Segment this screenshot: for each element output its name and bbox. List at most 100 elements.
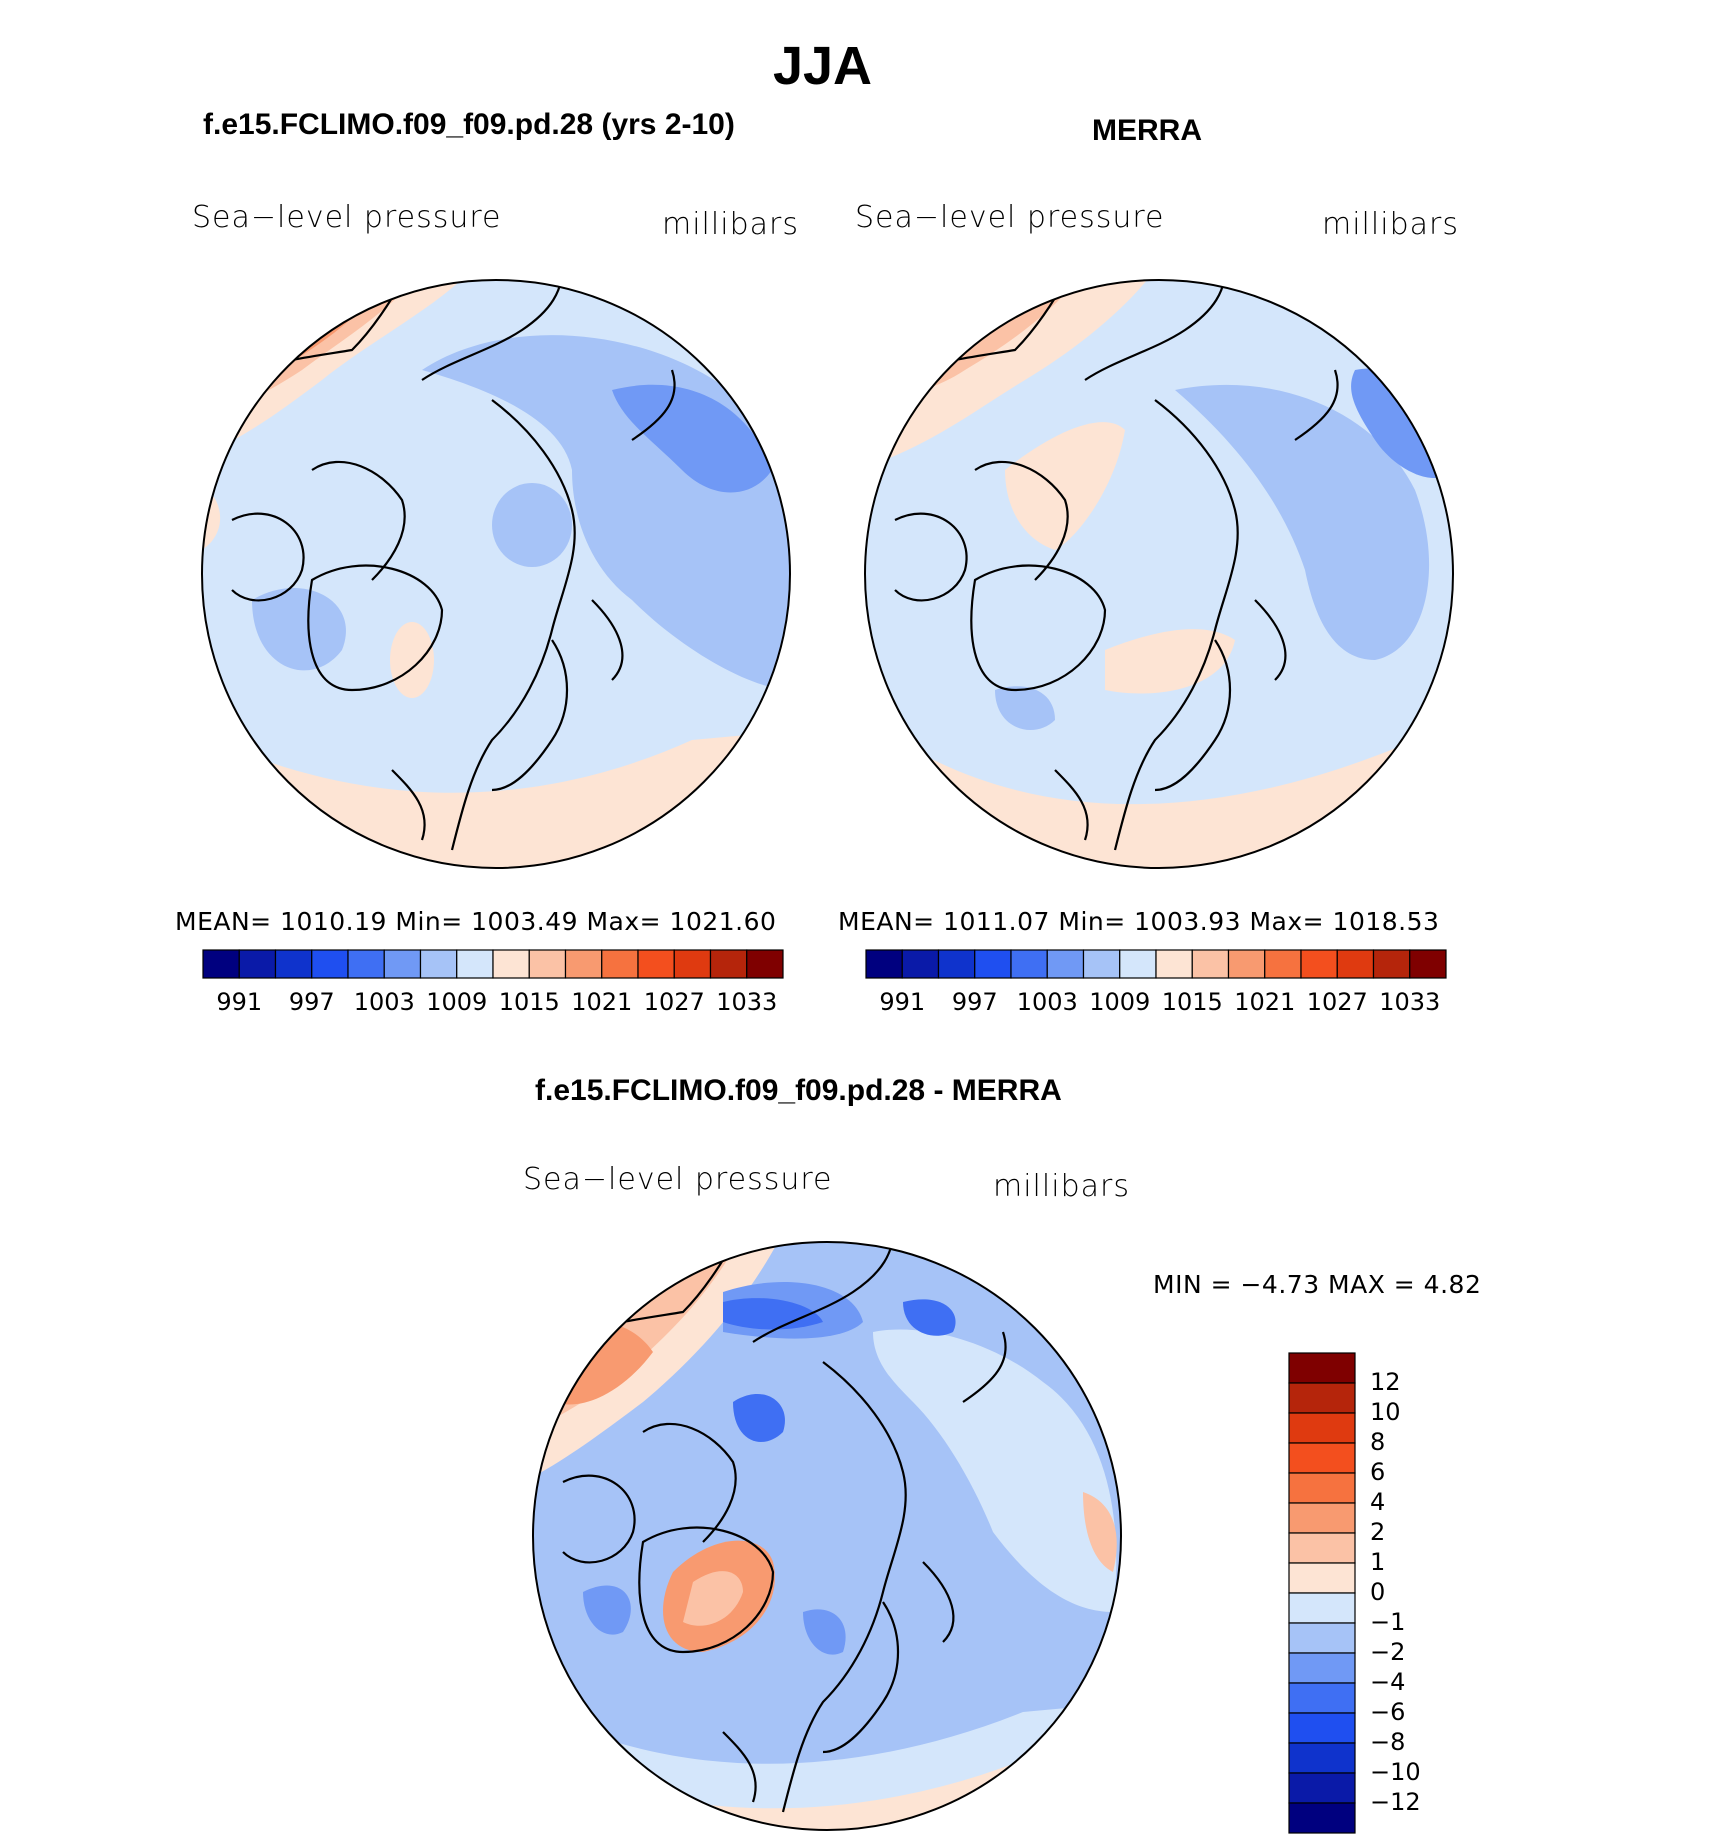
left-colorbar-box [419,949,458,979]
right-colorbar-box [865,949,903,979]
left-panel-title: f.e15.FCLIMO.f09_f09.pd.28 (yrs 2-10) [203,108,735,141]
right-colorbar-box [1300,949,1338,979]
right-colorbar-tick-label: 991 [879,988,926,1016]
diff-colorbar-box [1288,1712,1356,1744]
left-units-label: millibars [662,207,799,242]
right-colorbar-box [1082,949,1121,979]
left-stats: MEAN= 1010.19 Min= 1003.49 Max= 1021.60 [175,907,777,936]
right-panel-title: MERRA [1092,114,1202,147]
right-colorbar-box [1336,949,1375,979]
diff-polar-map [532,1241,1122,1831]
left-colorbar-tick-label: 1021 [571,988,633,1016]
diff-colorbar-tick-label: 12 [1370,1368,1401,1396]
right-colorbar-tick-label: 1003 [1016,988,1078,1016]
diff-colorbar-labels: 12 10 8 6 4 2 1 0 −1 −2 −4 −6 −8 −10 −12 [1370,1352,1490,1834]
diff-colorbar-tick-label: 0 [1370,1578,1386,1606]
diff-colorbar-tick-label: −2 [1370,1638,1406,1666]
diff-colorbar-tick-label: −10 [1370,1758,1421,1786]
right-colorbar-box [1046,949,1085,979]
diff-colorbar-box [1288,1592,1356,1624]
left-colorbar-box [274,949,313,979]
right-colorbar-box [1010,949,1048,979]
diff-colorbar-box [1288,1622,1356,1654]
left-colorbar-tick-label: 997 [288,988,335,1016]
diff-colorbar-tick-label: 2 [1370,1518,1386,1546]
right-colorbar-tick-label: 1033 [1379,988,1441,1016]
diff-colorbar-tick-label: −8 [1370,1728,1406,1756]
left-colorbar-box [746,949,784,979]
right-colorbar-box [1119,949,1157,979]
left-colorbar-box [673,949,712,979]
left-variable-label: Sea−level pressure [192,200,502,235]
diff-colorbar-box [1288,1802,1356,1834]
right-colorbar-box [1409,949,1447,979]
left-colorbar-box [311,949,349,979]
diff-colorbar-box [1288,1502,1356,1534]
left-colorbar-box [456,949,494,979]
left-colorbar-tick-label: 991 [216,988,263,1016]
diff-colorbar [1288,1352,1356,1834]
diff-colorbar-box [1288,1652,1356,1684]
left-colorbar-box [238,949,277,979]
left-colorbar-tick-label: 1033 [716,988,778,1016]
right-colorbar-box [1264,949,1302,979]
left-colorbar-box [528,949,567,979]
right-colorbar-box [1372,949,1411,979]
diff-minmax: MIN = −4.73 MAX = 4.82 [1153,1270,1482,1299]
diff-colorbar-box [1288,1742,1356,1774]
right-colorbar-box [1155,949,1193,979]
left-colorbar-box [383,949,422,979]
diff-colorbar-box [1288,1772,1356,1804]
diff-colorbar-tick-label: −12 [1370,1788,1421,1816]
right-colorbar-tick-label: 1021 [1234,988,1296,1016]
figure-title: JJA [772,36,873,96]
right-stats: MEAN= 1011.07 Min= 1003.93 Max= 1018.53 [838,907,1440,936]
left-colorbar [202,949,784,979]
diff-colorbar-box [1288,1532,1356,1564]
diff-panel-title: f.e15.FCLIMO.f09_f09.pd.28 - MERRA [535,1074,1062,1107]
left-polar-map [201,279,791,869]
diff-colorbar-box [1288,1412,1356,1444]
diff-colorbar-tick-label: −1 [1370,1608,1406,1636]
left-colorbar-labels: 991 997 1003 1009 1015 1021 1027 1033 [203,988,783,1018]
diff-colorbar-box [1288,1562,1356,1594]
right-colorbar-tick-label: 1009 [1089,988,1151,1016]
right-colorbar-labels: 991 997 1003 1009 1015 1021 1027 1033 [866,988,1446,1018]
right-colorbar-tick-label: 1027 [1306,988,1368,1016]
diff-colorbar-tick-label: 8 [1370,1428,1386,1456]
right-polar-map [864,279,1454,869]
left-colorbar-box [564,949,603,979]
diff-variable-label: Sea−level pressure [523,1162,833,1197]
right-colorbar-box [1191,949,1230,979]
diff-units-label: millibars [993,1169,1130,1204]
diff-colorbar-tick-label: 1 [1370,1548,1386,1576]
left-colorbar-box [492,949,530,979]
left-colorbar-box [709,949,748,979]
diff-colorbar-box [1288,1352,1356,1384]
right-colorbar-tick-label: 997 [951,988,998,1016]
left-colorbar-box [637,949,675,979]
diff-colorbar-box [1288,1442,1356,1474]
left-colorbar-box [601,949,639,979]
right-colorbar-box [1227,949,1266,979]
right-colorbar-tick-label: 1015 [1161,988,1223,1016]
right-colorbar [865,949,1447,979]
diff-colorbar-tick-label: 4 [1370,1488,1386,1516]
left-colorbar-tick-label: 1009 [426,988,488,1016]
right-colorbar-box [937,949,976,979]
right-colorbar-box [901,949,940,979]
diff-colorbar-box [1288,1472,1356,1504]
diff-colorbar-tick-label: −4 [1370,1668,1406,1696]
diff-colorbar-tick-label: 6 [1370,1458,1386,1486]
left-colorbar-box [347,949,385,979]
diff-colorbar-box [1288,1382,1356,1414]
left-colorbar-tick-label: 1003 [353,988,415,1016]
right-variable-label: Sea−level pressure [855,200,1165,235]
left-colorbar-tick-label: 1015 [498,988,560,1016]
left-colorbar-tick-label: 1027 [643,988,705,1016]
right-units-label: millibars [1322,207,1459,242]
left-colorbar-box [202,949,240,979]
diff-colorbar-tick-label: 10 [1370,1398,1401,1426]
diff-colorbar-box [1288,1682,1356,1714]
right-colorbar-box [974,949,1012,979]
